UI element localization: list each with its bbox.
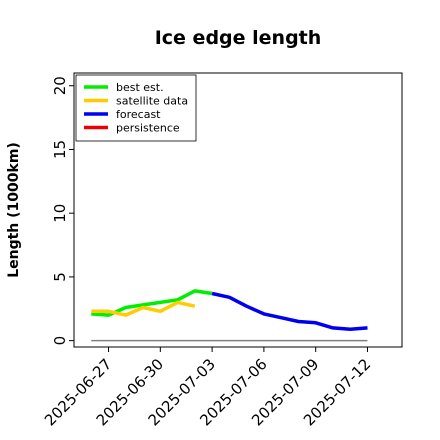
legend-label: forecast — [116, 108, 161, 121]
series-layer — [91, 289, 368, 331]
legend-label: satellite data — [116, 95, 188, 108]
x-axis: 2025-06-272025-06-302025-07-032025-07-06… — [41, 347, 374, 429]
y-tick-label: 15 — [51, 140, 69, 159]
plot-frame — [73, 72, 403, 348]
series-line-forecast — [211, 291, 368, 331]
y-tick-label: 20 — [51, 76, 69, 95]
y-tick-label: 10 — [51, 204, 69, 223]
series-line-best-est- — [91, 289, 213, 317]
series-line-satellite-data — [91, 300, 196, 317]
y-tick-label: 0 — [51, 336, 69, 346]
legend-label: best est. — [116, 81, 164, 94]
legend: best est.satellite dataforecastpersisten… — [75, 74, 197, 142]
y-axis-label: Length (1000km) — [6, 142, 22, 278]
legend-label: persistence — [116, 122, 180, 135]
chart-title: Ice edge length — [155, 27, 322, 49]
y-axis: 0 5 10 15 20 — [51, 76, 74, 345]
y-tick-label: 5 — [51, 272, 69, 282]
